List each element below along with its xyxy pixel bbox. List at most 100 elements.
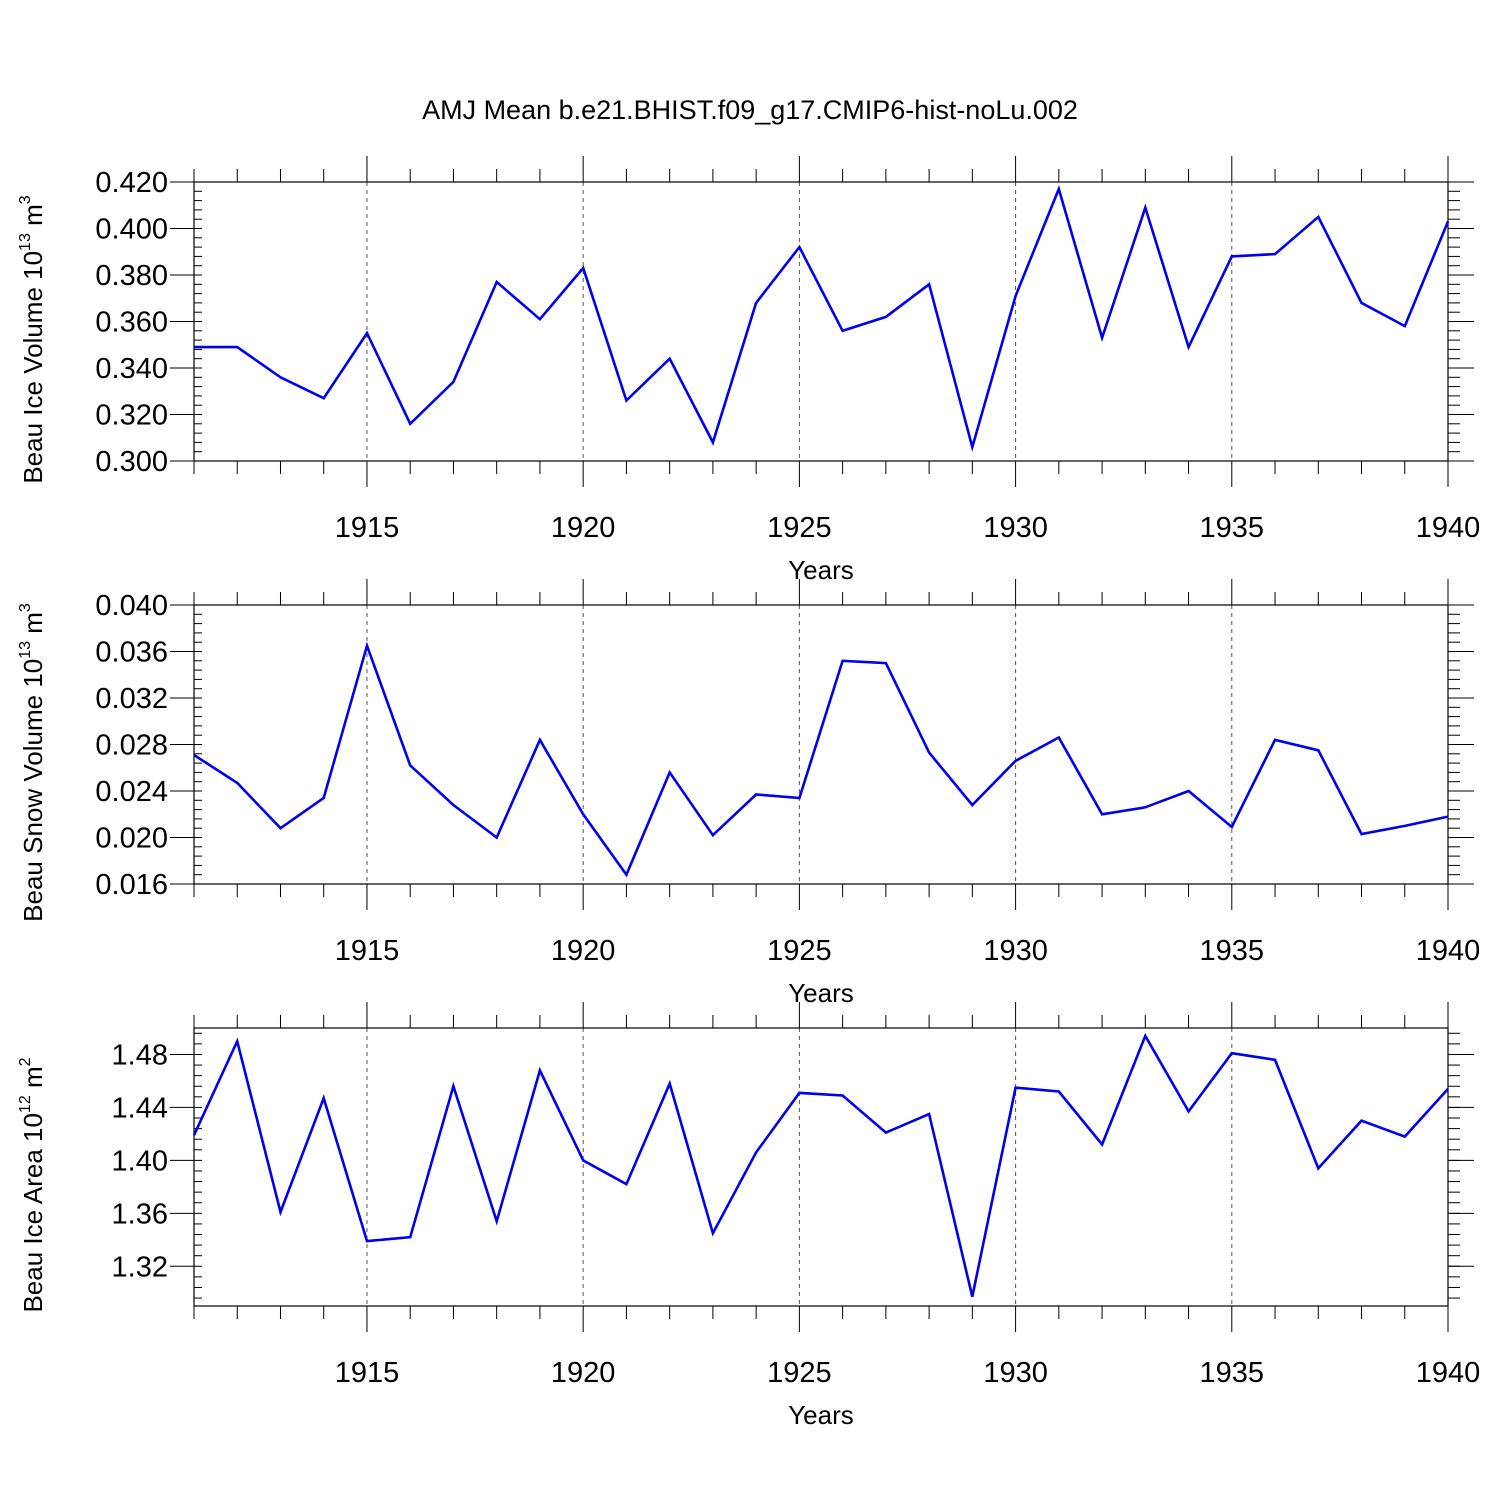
panel-3-data-point — [279, 1211, 281, 1213]
panel-1-x-tick-label: 1935 — [1200, 512, 1265, 544]
panel-3-y-tick-label: 1.44 — [112, 1092, 168, 1124]
panel-3-x-tick-label: 1930 — [983, 1357, 1048, 1389]
panel-2-data-point — [668, 771, 670, 773]
panel-1-series-line — [194, 185, 1450, 452]
panel-1-x-tick-label: 1925 — [767, 512, 832, 544]
panel-3-data-point — [971, 1296, 973, 1298]
panel-3-y-axis-label: Beau Ice Area 1012 m2 — [17, 1057, 48, 1312]
panel-1-data-point — [1317, 216, 1319, 218]
panel-2-y-tick-label: 0.032 — [95, 683, 168, 715]
panel-2-y-tick-label: 0.016 — [95, 869, 168, 901]
panel-2-data-point — [1101, 813, 1103, 815]
panel-2-y-tick-label: 0.036 — [95, 637, 168, 669]
panel-2-data-point — [452, 804, 454, 806]
panel-1-data-point — [1404, 325, 1406, 327]
panel-1-data-point — [1447, 220, 1449, 222]
panel-2-data-point — [1144, 806, 1146, 808]
panel-1-y-tick-label: 0.360 — [95, 307, 168, 339]
panel-3-y-tick-label: 1.48 — [112, 1039, 168, 1071]
panel-3-data-point — [798, 1092, 800, 1094]
panel-2-data-point — [885, 662, 887, 664]
panel-3-data-point — [1014, 1086, 1016, 1088]
panel-2-data-point — [279, 827, 281, 829]
panel-1-y-tick-label: 0.400 — [95, 214, 168, 246]
panel-3-y-tick-label: 1.40 — [112, 1145, 168, 1177]
panel-2-data-point — [928, 751, 930, 753]
panel-1-data-point — [1187, 346, 1189, 348]
panel-1-data-point — [841, 330, 843, 332]
panel-1-data-point — [409, 423, 411, 425]
panel-2-data-point — [366, 644, 368, 646]
panel-3-data-point — [1101, 1143, 1103, 1145]
panel-1-data-point — [279, 376, 281, 378]
panel-3-data-point — [409, 1236, 411, 1238]
panel-3-data-point — [366, 1240, 368, 1242]
panel-1-data-point — [755, 302, 757, 304]
panel-3-x-tick-label: 1940 — [1416, 1357, 1481, 1389]
panel-3-data-point — [452, 1085, 454, 1087]
panel-3-data-point — [928, 1113, 930, 1115]
panel-3-series-line — [192, 1032, 1449, 1297]
panel-1-y-tick-label: 0.420 — [95, 167, 168, 199]
panel-1-data-point — [798, 246, 800, 248]
panel-3-data-point — [1058, 1090, 1060, 1092]
panel-1-data-point — [495, 281, 497, 283]
panel-2-data-point — [1058, 736, 1060, 738]
panel-1-data-point — [971, 446, 973, 448]
panel-3-x-tick-label: 1925 — [767, 1357, 832, 1389]
panel-1-data-point — [668, 358, 670, 360]
panel-2-data-point — [971, 804, 973, 806]
panel-3-data-point — [539, 1069, 541, 1071]
panel-2-y-tick-label: 0.020 — [95, 823, 168, 855]
panel-1-data-point — [712, 441, 714, 443]
panel-3-data-point — [668, 1082, 670, 1084]
panel-3-x-axis-label: Years — [788, 1400, 854, 1430]
panel-3-x-tick-label: 1935 — [1200, 1357, 1265, 1389]
panel-1-data-point — [1144, 206, 1146, 208]
panel-2-data-point — [755, 793, 757, 795]
panel-3-data-point — [885, 1131, 887, 1133]
panel-2-data-point — [409, 764, 411, 766]
panel-1-y-tick-label: 0.300 — [95, 446, 168, 478]
panel-3-data-point — [495, 1220, 497, 1222]
panel-1-data-point — [1231, 255, 1233, 257]
panel-2-data-point — [1231, 826, 1233, 828]
panel-3-data-point — [323, 1097, 325, 1099]
panel-1-data-point — [366, 332, 368, 334]
panel-3-data-point — [236, 1040, 238, 1042]
panel-3-data-point — [1144, 1035, 1146, 1037]
panel-1-data-point — [1014, 295, 1016, 297]
panel-2-x-tick-label: 1915 — [335, 935, 400, 967]
panel-2-data-point — [582, 813, 584, 815]
panel-2-series-line — [193, 641, 1449, 878]
panel-2-data-point — [1187, 790, 1189, 792]
panel-3-data-point — [755, 1151, 757, 1153]
panel-2-y-tick-label: 0.040 — [95, 590, 168, 622]
panel-1-x-tick-label: 1940 — [1416, 512, 1481, 544]
panel-3-x-tick-label: 1915 — [335, 1357, 400, 1389]
panel-2-data-point — [1014, 760, 1016, 762]
panel-1-x-axis-label: Years — [788, 555, 854, 585]
panel-1-data-point — [452, 381, 454, 383]
panel-1-data-point — [1101, 337, 1103, 339]
panel-1-y-tick-label: 0.340 — [95, 353, 168, 385]
panel-3-data-point — [1274, 1059, 1276, 1061]
panel-2-y-tick-label: 0.028 — [95, 730, 168, 762]
panel-2-data-point — [1404, 825, 1406, 827]
panel-1-data-point — [1274, 253, 1276, 255]
panel-2-data-point — [1317, 749, 1319, 751]
panel-3-data-point — [1447, 1088, 1449, 1090]
panel-1-data-point — [625, 399, 627, 401]
panel-3-data-point — [841, 1094, 843, 1096]
panel-3-y-tick-label: 1.36 — [112, 1198, 168, 1230]
panel-1-x-tick-label: 1930 — [983, 512, 1048, 544]
panel-3-x-tick-label: 1920 — [551, 1357, 616, 1389]
figure-title: AMJ Mean b.e21.BHIST.f09_g17.CMIP6-hist-… — [422, 95, 1078, 125]
panel-2-x-tick-label: 1925 — [767, 935, 832, 967]
panel-2-data-point — [712, 834, 714, 836]
panel-3-data-point — [1231, 1052, 1233, 1054]
panel-2-data-point — [798, 797, 800, 799]
panel-2-data-point — [625, 874, 627, 876]
panel-1-data-point — [582, 267, 584, 269]
